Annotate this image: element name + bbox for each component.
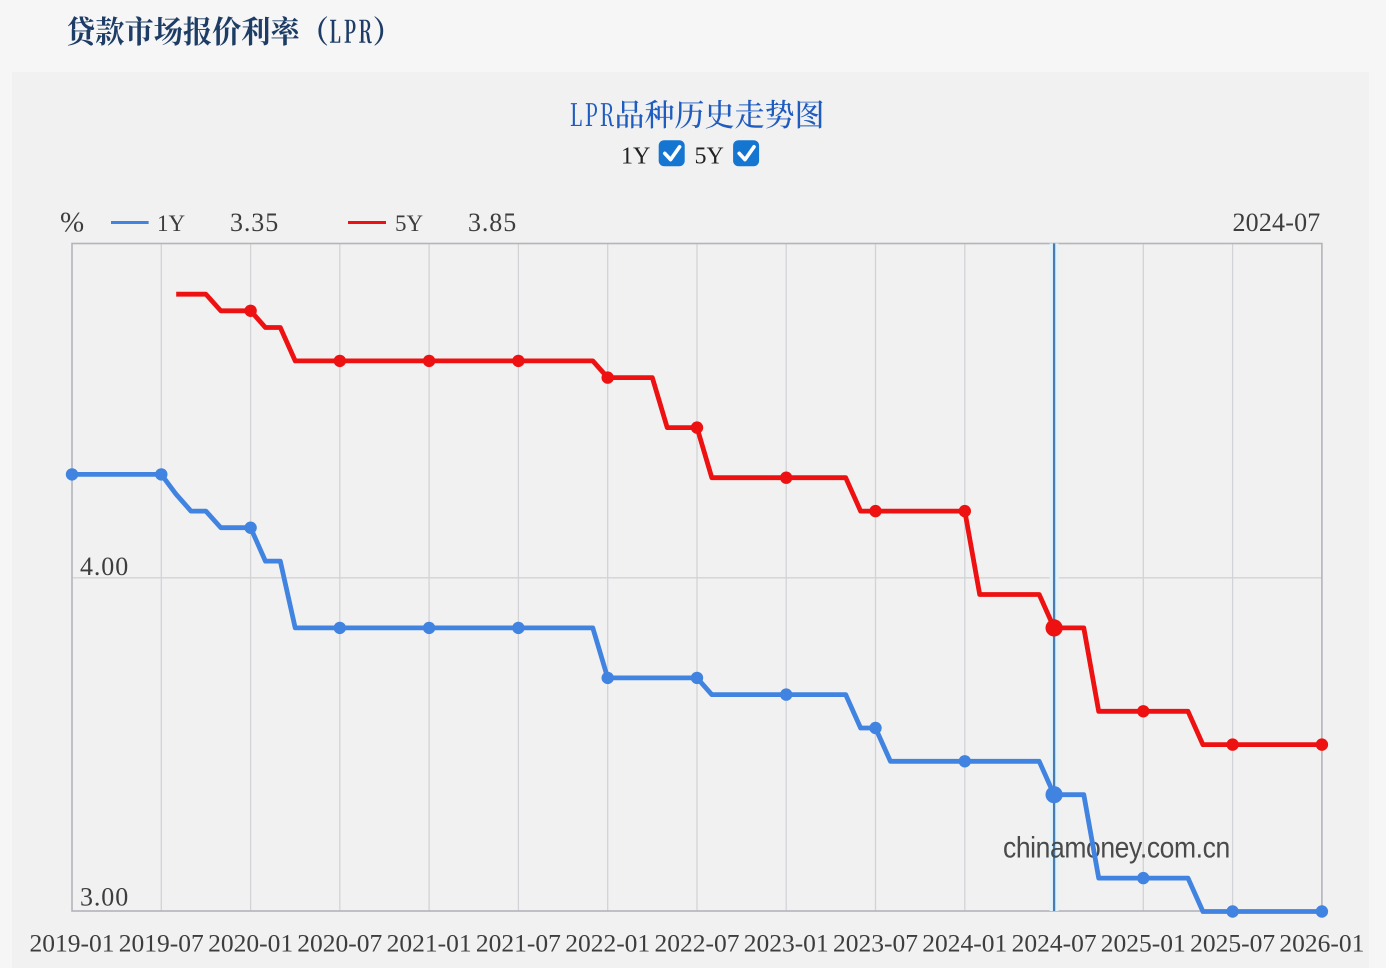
svg-text:2020-07: 2020-07 (297, 929, 382, 958)
svg-text:2022-01: 2022-01 (565, 929, 650, 958)
svg-text:%: % (60, 207, 84, 239)
svg-text:1Y: 1Y (157, 211, 186, 236)
svg-text:2020-01: 2020-01 (208, 929, 293, 958)
svg-text:2024-07: 2024-07 (1232, 208, 1320, 237)
svg-text:3.35: 3.35 (230, 208, 279, 237)
svg-text:1Y: 1Y (621, 144, 650, 170)
svg-text:2025-01: 2025-01 (1101, 929, 1186, 958)
svg-text:2021-01: 2021-01 (387, 929, 472, 958)
svg-text:2022-07: 2022-07 (655, 929, 740, 958)
svg-text:4.00: 4.00 (80, 552, 129, 581)
svg-text:2019-07: 2019-07 (119, 929, 204, 958)
svg-text:2019-01: 2019-01 (30, 929, 115, 958)
svg-text:2024-07: 2024-07 (1012, 929, 1097, 958)
svg-text:2023-01: 2023-01 (744, 929, 829, 958)
svg-text:2021-07: 2021-07 (476, 929, 561, 958)
svg-text:2026-01: 2026-01 (1279, 929, 1364, 958)
svg-text:2025-07: 2025-07 (1190, 929, 1275, 958)
svg-text:5Y: 5Y (395, 211, 424, 236)
svg-text:5Y: 5Y (695, 144, 724, 170)
svg-text:2023-07: 2023-07 (833, 929, 918, 958)
svg-text:chinamoney.com.cn: chinamoney.com.cn (1003, 831, 1230, 864)
svg-text:2024-01: 2024-01 (922, 929, 1007, 958)
svg-text:3.00: 3.00 (80, 883, 129, 912)
svg-text:3.85: 3.85 (468, 208, 517, 237)
